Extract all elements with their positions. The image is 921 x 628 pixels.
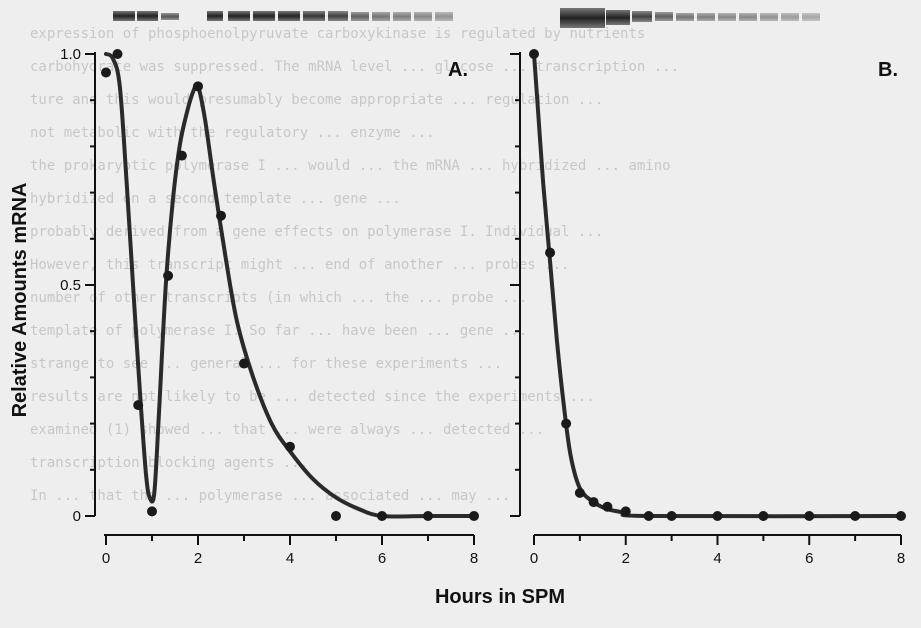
panel-b-data-point <box>666 511 677 521</box>
panel-b-data-point <box>574 487 585 498</box>
panel-a-data-point <box>176 150 187 161</box>
background-text-line: strange to see ... general ... for these… <box>30 356 503 372</box>
background-text-line: ture and this would presumably become ap… <box>30 92 604 108</box>
background-text-line: number of other transcripts (in which ..… <box>30 290 528 306</box>
panel-a-x-tick-label: 2 <box>194 550 202 567</box>
panel-a-label: A. <box>448 59 468 81</box>
background-text-line: expression of phosphoenolpyruvate carbox… <box>30 26 646 42</box>
fit-curves <box>104 52 903 519</box>
x-axis-label: Hours in SPM <box>435 586 565 608</box>
background-text-line: carbohydrate was suppressed. The mRNA le… <box>30 59 680 75</box>
panel-a-ticks: 0 0.5 1.0 0 2 4 6 8 <box>60 46 478 567</box>
panel-a-x-tick-label: 0 <box>102 550 110 567</box>
panel-b-data-point <box>602 501 613 512</box>
panel-a-data-point <box>133 400 144 411</box>
panel-a-y-tick-label: 0.5 <box>60 277 81 294</box>
panel-a-y-tick-label: 0 <box>73 508 81 525</box>
panel-b-data-point <box>561 418 572 429</box>
background-text-line: not metabolic with the regulatory ... en… <box>30 125 435 141</box>
figure: 0 0.5 1.0 0 2 4 6 8 0 2 4 6 8 A. B. Relative Amount… <box>9 8 906 608</box>
panel-a-data-point <box>285 441 295 452</box>
panel-b-x-tick-label: 6 <box>805 550 813 567</box>
panel-a-data-point <box>377 511 387 521</box>
panel-a-data-point <box>163 270 174 281</box>
panel-a-x-tick-label: 6 <box>378 550 386 567</box>
background-text-line: transcription blocking agents ... <box>30 455 309 471</box>
panel-b-data-point <box>588 497 599 508</box>
panel-a-data-point <box>101 67 111 78</box>
blot-bands-b <box>560 8 820 28</box>
panel-b-data-point <box>850 511 861 521</box>
panel-b-data-point <box>620 506 631 517</box>
panel-a-axes <box>94 52 474 536</box>
panel-b-data-point <box>804 511 815 521</box>
data-points <box>101 49 906 521</box>
panel-a-data-point <box>216 210 226 221</box>
panel-b-x-tick-label: 8 <box>897 550 905 567</box>
panel-a-data-point <box>469 511 479 521</box>
background-text-line: the prokaryotic polymerase I ... would .… <box>30 158 671 174</box>
panel-b-data-point <box>643 511 654 521</box>
panel-b-data-point <box>545 247 556 258</box>
panel-b-data-point <box>758 511 769 521</box>
panel-b-x-tick-label: 4 <box>713 550 721 567</box>
background-text-line: template of polymerase I. So far ... hav… <box>30 323 528 339</box>
background-text-line: probably derived from a gene effects on … <box>30 224 604 240</box>
panel-a-data-point <box>193 81 203 92</box>
panel-a-data-point <box>112 49 123 59</box>
panel-b-data-point <box>529 49 539 59</box>
background-text-line: However, this transcript might ... end o… <box>30 257 570 273</box>
panel-a-data-point <box>423 511 433 521</box>
panel-b-fit-curve <box>532 52 903 519</box>
panel-a-y-tick-label: 1.0 <box>60 46 81 63</box>
y-axis-label: Relative Amounts mRNA <box>9 183 31 418</box>
panel-b-axes <box>519 52 901 536</box>
panel-a-x-tick-label: 4 <box>286 550 294 567</box>
background-text-line: results are not likely to be ... detecte… <box>30 389 595 405</box>
panel-a-data-point <box>239 358 249 369</box>
panel-b-x-tick-label: 2 <box>622 550 630 567</box>
panel-b-label: B. <box>878 59 898 81</box>
panel-b-data-point <box>712 511 723 521</box>
panel-b-x-tick-label: 0 <box>530 550 538 567</box>
panel-a-fit-curve <box>104 52 476 519</box>
blot-bands-a <box>113 11 453 21</box>
panel-a-data-point <box>147 506 157 517</box>
panel-a-x-tick-label: 8 <box>470 550 478 567</box>
panel-b-data-point <box>896 511 906 521</box>
panel-a-data-point <box>331 511 341 521</box>
panel-b-ticks: 0 2 4 6 8 <box>510 53 905 567</box>
